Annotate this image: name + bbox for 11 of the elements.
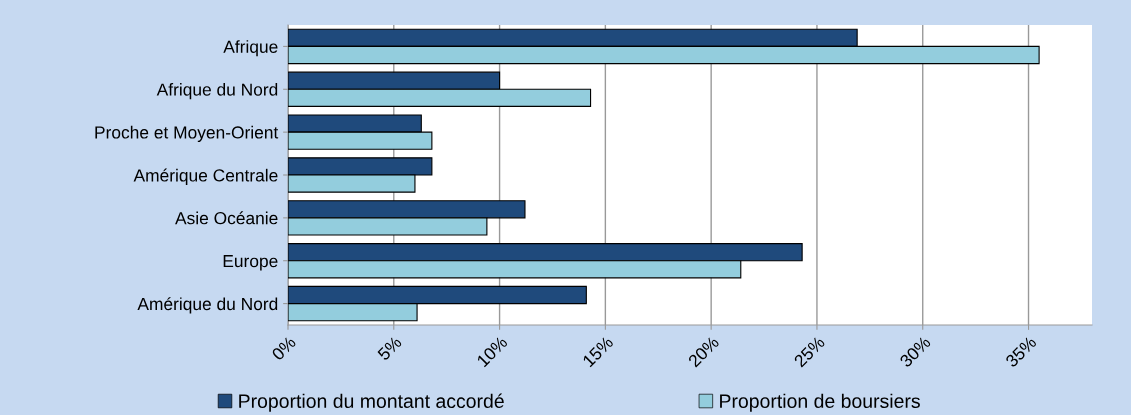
y-tick-label: Amérique du Nord bbox=[137, 297, 278, 314]
y-tick-label: Amérique Centrale bbox=[133, 168, 278, 185]
legend-label: Proportion du montant accordé bbox=[239, 393, 504, 412]
x-tick-label: 0% bbox=[271, 335, 297, 361]
legend-label: Proportion de boursiers bbox=[720, 393, 920, 412]
x-tick-label: 5% bbox=[376, 335, 403, 361]
y-tick-label: Europe bbox=[223, 255, 278, 271]
y-tick-label: Afrique du Nord bbox=[156, 83, 278, 100]
y-tick-label: Afrique bbox=[223, 40, 278, 57]
y-tick-label: Asie Océanie bbox=[175, 211, 278, 225]
y-tick-label: Proche et Moyen-Orient bbox=[95, 125, 279, 143]
